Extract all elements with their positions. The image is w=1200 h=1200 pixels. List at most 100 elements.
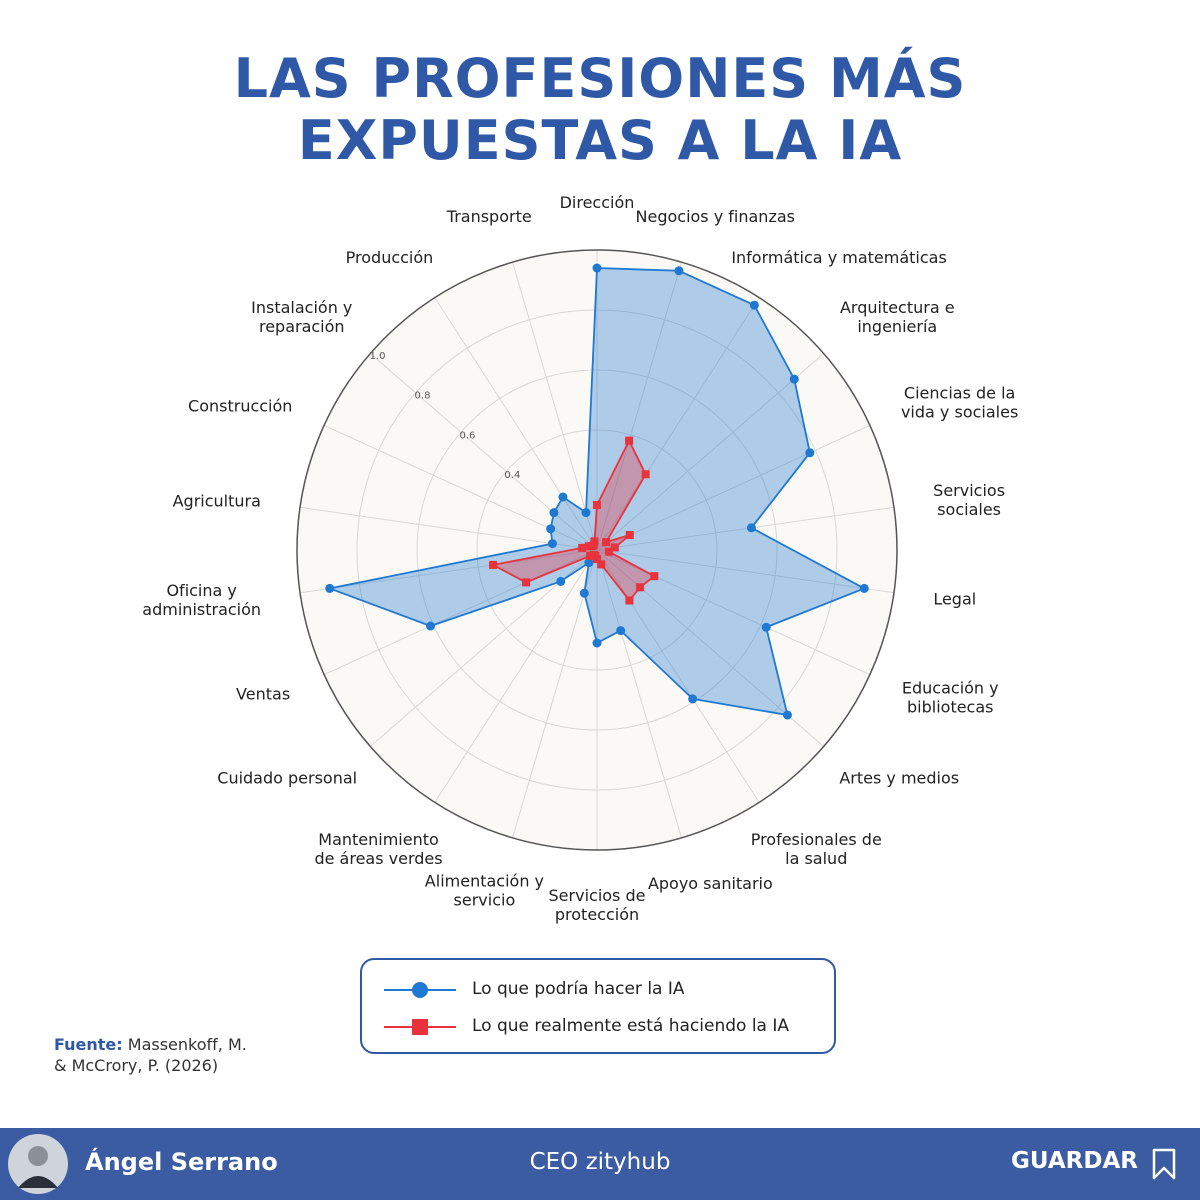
point bbox=[602, 538, 611, 547]
point bbox=[616, 626, 626, 636]
category-label: Producción bbox=[345, 248, 434, 268]
category-label: Oficina y administración bbox=[142, 581, 262, 620]
grid-spoke bbox=[323, 549, 598, 676]
category-label: Legal bbox=[933, 589, 977, 609]
grid-spoke bbox=[512, 549, 598, 838]
chart: 0.4 0.6 0.8 1.0 bbox=[296, 249, 898, 851]
grid-spoke bbox=[596, 506, 895, 551]
category-label: Servicios de protección bbox=[548, 886, 646, 925]
point bbox=[546, 524, 556, 534]
grid-spoke bbox=[596, 424, 871, 551]
point bbox=[782, 710, 792, 720]
point bbox=[597, 560, 606, 569]
category-label: Alimentación y servicio bbox=[424, 871, 545, 910]
point bbox=[749, 300, 759, 310]
category-label: Cuidado personal bbox=[217, 768, 358, 788]
point bbox=[625, 531, 634, 540]
legend-symbol bbox=[412, 982, 428, 998]
source-text: Massenkoff, M. & McCrory, P. (2026) bbox=[54, 1035, 247, 1075]
footer: Ángel Serrano CEO zityhub GUARDAR bbox=[0, 1128, 1200, 1200]
point bbox=[593, 501, 601, 509]
point bbox=[426, 621, 436, 631]
point bbox=[325, 583, 335, 593]
category-label: Profesionales de la salud bbox=[750, 829, 882, 868]
source: Fuente: Massenkoff, M. & McCrory, P. (20… bbox=[54, 1034, 247, 1076]
point bbox=[625, 596, 634, 605]
point bbox=[746, 523, 756, 533]
category-label: Instalación y reparación bbox=[251, 298, 353, 337]
point bbox=[674, 266, 684, 276]
legend: Lo que podría hacer la IA Lo que realment… bbox=[360, 958, 836, 1054]
category-label: Apoyo sanitario bbox=[647, 874, 773, 894]
source-label: Fuente: bbox=[54, 1035, 123, 1054]
category-label: Ventas bbox=[236, 684, 291, 704]
point bbox=[549, 508, 559, 518]
save-button[interactable]: GUARDAR bbox=[1011, 1148, 1138, 1174]
point bbox=[805, 448, 815, 458]
category-label: Mantenimiento de áreas verdes bbox=[314, 829, 443, 868]
grid-spoke bbox=[596, 549, 895, 594]
point bbox=[641, 470, 650, 479]
legend-label: Lo que realmente está haciendo la IA bbox=[472, 1016, 790, 1036]
point bbox=[604, 547, 613, 556]
category-label: Informática y matemáticas bbox=[731, 248, 947, 268]
point bbox=[789, 374, 799, 384]
point bbox=[592, 263, 602, 273]
grid-spoke bbox=[434, 297, 598, 551]
category-label: Servicios sociales bbox=[933, 480, 1006, 519]
grid-spoke bbox=[369, 353, 598, 551]
legend-symbol bbox=[412, 1019, 428, 1035]
grid-spoke bbox=[596, 549, 760, 803]
grid-spoke bbox=[596, 353, 825, 551]
legend-marker bbox=[384, 982, 456, 998]
point bbox=[489, 560, 498, 569]
point bbox=[579, 588, 589, 598]
grid-spoke bbox=[596, 262, 682, 551]
category-label: Transporte bbox=[446, 206, 532, 226]
category-label: Agricultura bbox=[172, 491, 261, 511]
author-role: CEO zityhub bbox=[529, 1149, 671, 1175]
grid-spoke bbox=[299, 549, 598, 594]
bookmark-icon[interactable] bbox=[1150, 1148, 1180, 1182]
point bbox=[592, 638, 602, 648]
point bbox=[625, 436, 634, 445]
grid-spoke bbox=[299, 506, 598, 551]
category-label: Artes y medios bbox=[839, 768, 960, 788]
point bbox=[547, 539, 557, 549]
point bbox=[636, 583, 645, 592]
grid-spoke bbox=[596, 549, 682, 838]
point bbox=[581, 508, 591, 518]
category-label: Arquitectura e ingeniería bbox=[839, 298, 955, 337]
category-label: Ciencias de la vida y sociales bbox=[900, 383, 1019, 422]
point bbox=[650, 572, 659, 581]
point bbox=[558, 492, 568, 502]
legend-label: Lo que podría hacer la IA bbox=[472, 979, 685, 999]
avatar bbox=[8, 1134, 68, 1194]
point bbox=[578, 543, 587, 552]
category-label: Dirección bbox=[559, 192, 635, 212]
point bbox=[761, 622, 771, 632]
category-label: Negocios y finanzas bbox=[635, 206, 795, 226]
point bbox=[590, 537, 599, 546]
author-name: Ángel Serrano bbox=[85, 1148, 278, 1176]
category-label: Educación y bibliotecas bbox=[901, 678, 999, 717]
grid-spoke bbox=[512, 262, 598, 551]
y-tick-label: 0.6 bbox=[459, 430, 475, 441]
point bbox=[522, 578, 531, 587]
category-label: Construcción bbox=[188, 396, 293, 416]
point bbox=[859, 583, 869, 593]
y-tick-label: 0.8 bbox=[415, 391, 431, 402]
y-tick-label: 0.4 bbox=[504, 470, 520, 481]
point bbox=[584, 558, 594, 568]
outer-ring bbox=[296, 249, 898, 851]
point bbox=[688, 694, 698, 704]
y-tick-label: 1.0 bbox=[370, 351, 386, 362]
point bbox=[610, 543, 619, 552]
title: LAS PROFESIONES MÁS EXPUESTAS A LA IA bbox=[233, 47, 967, 172]
point bbox=[556, 576, 566, 586]
grid-spoke bbox=[596, 297, 760, 551]
grid-spoke bbox=[434, 549, 598, 803]
legend-marker bbox=[384, 1019, 456, 1035]
point bbox=[586, 551, 595, 560]
